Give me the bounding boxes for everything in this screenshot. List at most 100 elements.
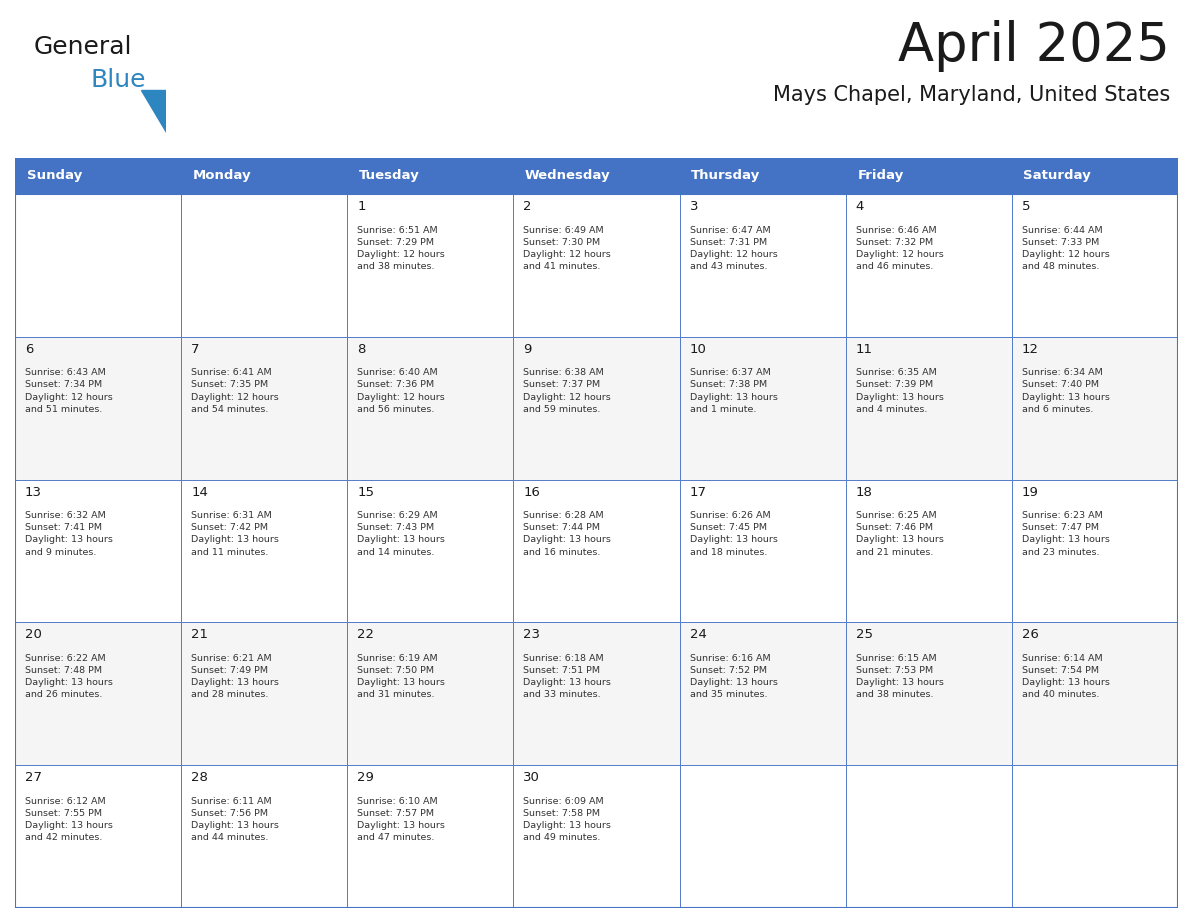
Text: Sunrise: 6:21 AM
Sunset: 7:49 PM
Daylight: 13 hours
and 28 minutes.: Sunrise: 6:21 AM Sunset: 7:49 PM Dayligh… — [191, 654, 279, 700]
Bar — [347, 337, 513, 479]
Text: 25: 25 — [855, 629, 873, 642]
Text: Thursday: Thursday — [691, 170, 760, 183]
Text: 28: 28 — [191, 771, 208, 784]
Bar — [1012, 479, 1178, 622]
Text: Wednesday: Wednesday — [525, 170, 611, 183]
Text: 23: 23 — [524, 629, 541, 642]
Text: Sunrise: 6:14 AM
Sunset: 7:54 PM
Daylight: 13 hours
and 40 minutes.: Sunrise: 6:14 AM Sunset: 7:54 PM Dayligh… — [1022, 654, 1110, 700]
Bar — [347, 766, 513, 908]
Text: 10: 10 — [689, 342, 707, 356]
Text: 17: 17 — [689, 486, 707, 498]
Bar — [1012, 622, 1178, 766]
Text: Sunrise: 6:51 AM
Sunset: 7:29 PM
Daylight: 12 hours
and 38 minutes.: Sunrise: 6:51 AM Sunset: 7:29 PM Dayligh… — [358, 226, 446, 271]
Text: 18: 18 — [855, 486, 872, 498]
Bar — [513, 158, 680, 194]
Bar — [846, 337, 1012, 479]
Bar — [347, 622, 513, 766]
Text: 21: 21 — [191, 629, 208, 642]
Text: 12: 12 — [1022, 342, 1038, 356]
Bar — [680, 479, 846, 622]
Text: 11: 11 — [855, 342, 873, 356]
Text: April 2025: April 2025 — [898, 20, 1170, 72]
Text: 7: 7 — [191, 342, 200, 356]
Text: General: General — [33, 35, 132, 59]
Text: Sunrise: 6:16 AM
Sunset: 7:52 PM
Daylight: 13 hours
and 35 minutes.: Sunrise: 6:16 AM Sunset: 7:52 PM Dayligh… — [689, 654, 777, 700]
Text: Sunrise: 6:15 AM
Sunset: 7:53 PM
Daylight: 13 hours
and 38 minutes.: Sunrise: 6:15 AM Sunset: 7:53 PM Dayligh… — [855, 654, 943, 700]
Text: Sunrise: 6:31 AM
Sunset: 7:42 PM
Daylight: 13 hours
and 11 minutes.: Sunrise: 6:31 AM Sunset: 7:42 PM Dayligh… — [191, 511, 279, 556]
Bar — [181, 337, 347, 479]
Text: 1: 1 — [358, 200, 366, 213]
Bar — [513, 337, 680, 479]
Text: 8: 8 — [358, 342, 366, 356]
Bar — [846, 479, 1012, 622]
Bar — [347, 194, 513, 337]
Bar — [846, 158, 1012, 194]
Text: Sunrise: 6:11 AM
Sunset: 7:56 PM
Daylight: 13 hours
and 44 minutes.: Sunrise: 6:11 AM Sunset: 7:56 PM Dayligh… — [191, 797, 279, 842]
Text: Sunrise: 6:34 AM
Sunset: 7:40 PM
Daylight: 13 hours
and 6 minutes.: Sunrise: 6:34 AM Sunset: 7:40 PM Dayligh… — [1022, 368, 1110, 414]
Text: 19: 19 — [1022, 486, 1038, 498]
Bar — [1012, 194, 1178, 337]
Text: 20: 20 — [25, 629, 42, 642]
Text: Sunrise: 6:32 AM
Sunset: 7:41 PM
Daylight: 13 hours
and 9 minutes.: Sunrise: 6:32 AM Sunset: 7:41 PM Dayligh… — [25, 511, 113, 556]
Text: 6: 6 — [25, 342, 33, 356]
Bar — [181, 158, 347, 194]
Bar — [513, 766, 680, 908]
Text: Blue: Blue — [90, 68, 146, 92]
Bar — [513, 479, 680, 622]
Text: Sunrise: 6:25 AM
Sunset: 7:46 PM
Daylight: 13 hours
and 21 minutes.: Sunrise: 6:25 AM Sunset: 7:46 PM Dayligh… — [855, 511, 943, 556]
Text: 16: 16 — [524, 486, 541, 498]
Text: Sunrise: 6:22 AM
Sunset: 7:48 PM
Daylight: 13 hours
and 26 minutes.: Sunrise: 6:22 AM Sunset: 7:48 PM Dayligh… — [25, 654, 113, 700]
Bar — [15, 622, 181, 766]
Bar — [181, 479, 347, 622]
Text: Sunrise: 6:19 AM
Sunset: 7:50 PM
Daylight: 13 hours
and 31 minutes.: Sunrise: 6:19 AM Sunset: 7:50 PM Dayligh… — [358, 654, 446, 700]
Bar — [680, 158, 846, 194]
Bar — [846, 766, 1012, 908]
Text: Sunrise: 6:47 AM
Sunset: 7:31 PM
Daylight: 12 hours
and 43 minutes.: Sunrise: 6:47 AM Sunset: 7:31 PM Dayligh… — [689, 226, 777, 271]
Text: 27: 27 — [25, 771, 42, 784]
Bar — [181, 766, 347, 908]
Text: Sunrise: 6:10 AM
Sunset: 7:57 PM
Daylight: 13 hours
and 47 minutes.: Sunrise: 6:10 AM Sunset: 7:57 PM Dayligh… — [358, 797, 446, 842]
Text: Sunrise: 6:28 AM
Sunset: 7:44 PM
Daylight: 13 hours
and 16 minutes.: Sunrise: 6:28 AM Sunset: 7:44 PM Dayligh… — [524, 511, 612, 556]
Bar — [513, 622, 680, 766]
Text: Sunrise: 6:35 AM
Sunset: 7:39 PM
Daylight: 13 hours
and 4 minutes.: Sunrise: 6:35 AM Sunset: 7:39 PM Dayligh… — [855, 368, 943, 414]
Bar — [15, 766, 181, 908]
Bar — [680, 766, 846, 908]
Bar — [846, 622, 1012, 766]
Bar — [181, 622, 347, 766]
Bar — [846, 194, 1012, 337]
Text: 30: 30 — [524, 771, 541, 784]
Bar — [347, 158, 513, 194]
Polygon shape — [141, 90, 166, 132]
Bar — [15, 194, 181, 337]
Text: Sunrise: 6:09 AM
Sunset: 7:58 PM
Daylight: 13 hours
and 49 minutes.: Sunrise: 6:09 AM Sunset: 7:58 PM Dayligh… — [524, 797, 612, 842]
Text: Monday: Monday — [192, 170, 252, 183]
Text: Sunrise: 6:44 AM
Sunset: 7:33 PM
Daylight: 12 hours
and 48 minutes.: Sunrise: 6:44 AM Sunset: 7:33 PM Dayligh… — [1022, 226, 1110, 271]
Text: 2: 2 — [524, 200, 532, 213]
Text: 9: 9 — [524, 342, 532, 356]
Text: Sunrise: 6:40 AM
Sunset: 7:36 PM
Daylight: 12 hours
and 56 minutes.: Sunrise: 6:40 AM Sunset: 7:36 PM Dayligh… — [358, 368, 446, 414]
Bar — [1012, 766, 1178, 908]
Text: Sunrise: 6:49 AM
Sunset: 7:30 PM
Daylight: 12 hours
and 41 minutes.: Sunrise: 6:49 AM Sunset: 7:30 PM Dayligh… — [524, 226, 611, 271]
Text: 26: 26 — [1022, 629, 1038, 642]
Text: 3: 3 — [689, 200, 699, 213]
Bar — [1012, 337, 1178, 479]
Bar — [680, 194, 846, 337]
Bar — [513, 194, 680, 337]
Bar — [15, 479, 181, 622]
Text: 15: 15 — [358, 486, 374, 498]
Bar — [181, 194, 347, 337]
Text: Sunrise: 6:18 AM
Sunset: 7:51 PM
Daylight: 13 hours
and 33 minutes.: Sunrise: 6:18 AM Sunset: 7:51 PM Dayligh… — [524, 654, 612, 700]
Text: 4: 4 — [855, 200, 864, 213]
Text: Sunrise: 6:41 AM
Sunset: 7:35 PM
Daylight: 12 hours
and 54 minutes.: Sunrise: 6:41 AM Sunset: 7:35 PM Dayligh… — [191, 368, 279, 414]
Bar — [680, 337, 846, 479]
Text: Sunrise: 6:29 AM
Sunset: 7:43 PM
Daylight: 13 hours
and 14 minutes.: Sunrise: 6:29 AM Sunset: 7:43 PM Dayligh… — [358, 511, 446, 556]
Text: Friday: Friday — [858, 170, 904, 183]
Text: Sunrise: 6:46 AM
Sunset: 7:32 PM
Daylight: 12 hours
and 46 minutes.: Sunrise: 6:46 AM Sunset: 7:32 PM Dayligh… — [855, 226, 943, 271]
Text: 5: 5 — [1022, 200, 1030, 213]
Text: Tuesday: Tuesday — [359, 170, 419, 183]
Text: Sunrise: 6:26 AM
Sunset: 7:45 PM
Daylight: 13 hours
and 18 minutes.: Sunrise: 6:26 AM Sunset: 7:45 PM Dayligh… — [689, 511, 777, 556]
Text: Sunrise: 6:23 AM
Sunset: 7:47 PM
Daylight: 13 hours
and 23 minutes.: Sunrise: 6:23 AM Sunset: 7:47 PM Dayligh… — [1022, 511, 1110, 556]
Text: Mays Chapel, Maryland, United States: Mays Chapel, Maryland, United States — [773, 85, 1170, 105]
Text: Sunrise: 6:12 AM
Sunset: 7:55 PM
Daylight: 13 hours
and 42 minutes.: Sunrise: 6:12 AM Sunset: 7:55 PM Dayligh… — [25, 797, 113, 842]
Text: Sunrise: 6:38 AM
Sunset: 7:37 PM
Daylight: 12 hours
and 59 minutes.: Sunrise: 6:38 AM Sunset: 7:37 PM Dayligh… — [524, 368, 611, 414]
